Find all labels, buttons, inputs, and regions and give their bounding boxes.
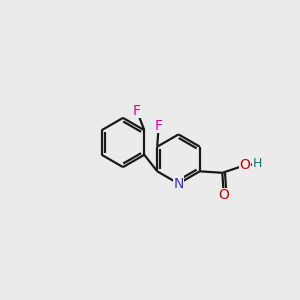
Text: F: F [133, 104, 141, 118]
Text: F: F [155, 119, 163, 133]
Text: O: O [218, 188, 229, 202]
Text: O: O [239, 158, 250, 172]
Text: N: N [173, 177, 184, 190]
Text: H: H [253, 157, 262, 170]
